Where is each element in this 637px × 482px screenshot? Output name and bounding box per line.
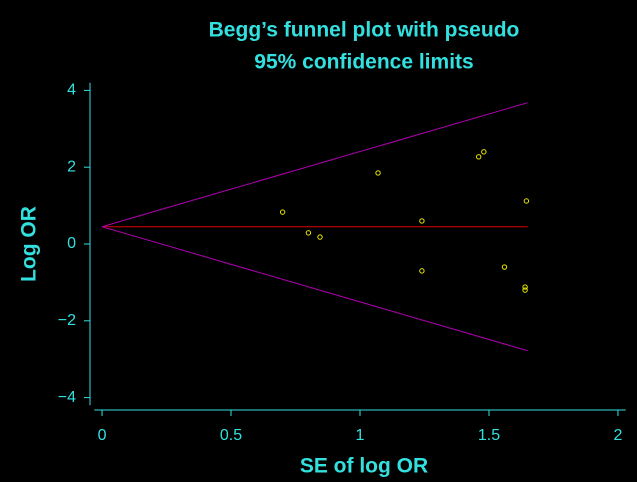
y-tick-label: −4 (58, 389, 76, 406)
x-axis-label: SE of log OR (300, 455, 428, 478)
y-tick-label: 0 (67, 235, 76, 252)
data-point (522, 284, 528, 290)
y-axis-label: Log OR (18, 206, 41, 282)
x-tick-label: 1 (356, 427, 365, 444)
x-tick-label: 0 (98, 427, 107, 444)
data-point (305, 230, 312, 236)
x-tick-label: 2 (614, 427, 623, 444)
data-point (523, 198, 530, 204)
data-point (522, 287, 528, 293)
data-point (317, 234, 323, 240)
x-tick-label: 0.5 (220, 427, 242, 444)
chart-title: 95% confidence limits (254, 51, 473, 74)
funnel-line (101, 226, 528, 352)
chart-title: Begg’s funnel plot with pseudo (209, 19, 520, 42)
data-point (501, 264, 508, 270)
y-tick-label: 4 (67, 82, 76, 99)
y-tick-label: 2 (67, 158, 76, 175)
data-point (279, 209, 286, 215)
data-point (475, 154, 482, 160)
x-tick-label: 1.5 (478, 427, 500, 444)
data-point (419, 218, 425, 224)
data-point (481, 149, 487, 155)
y-tick-label: −2 (58, 312, 76, 329)
data-point (375, 170, 381, 176)
data-point (419, 268, 425, 274)
funnel-line (101, 102, 528, 228)
